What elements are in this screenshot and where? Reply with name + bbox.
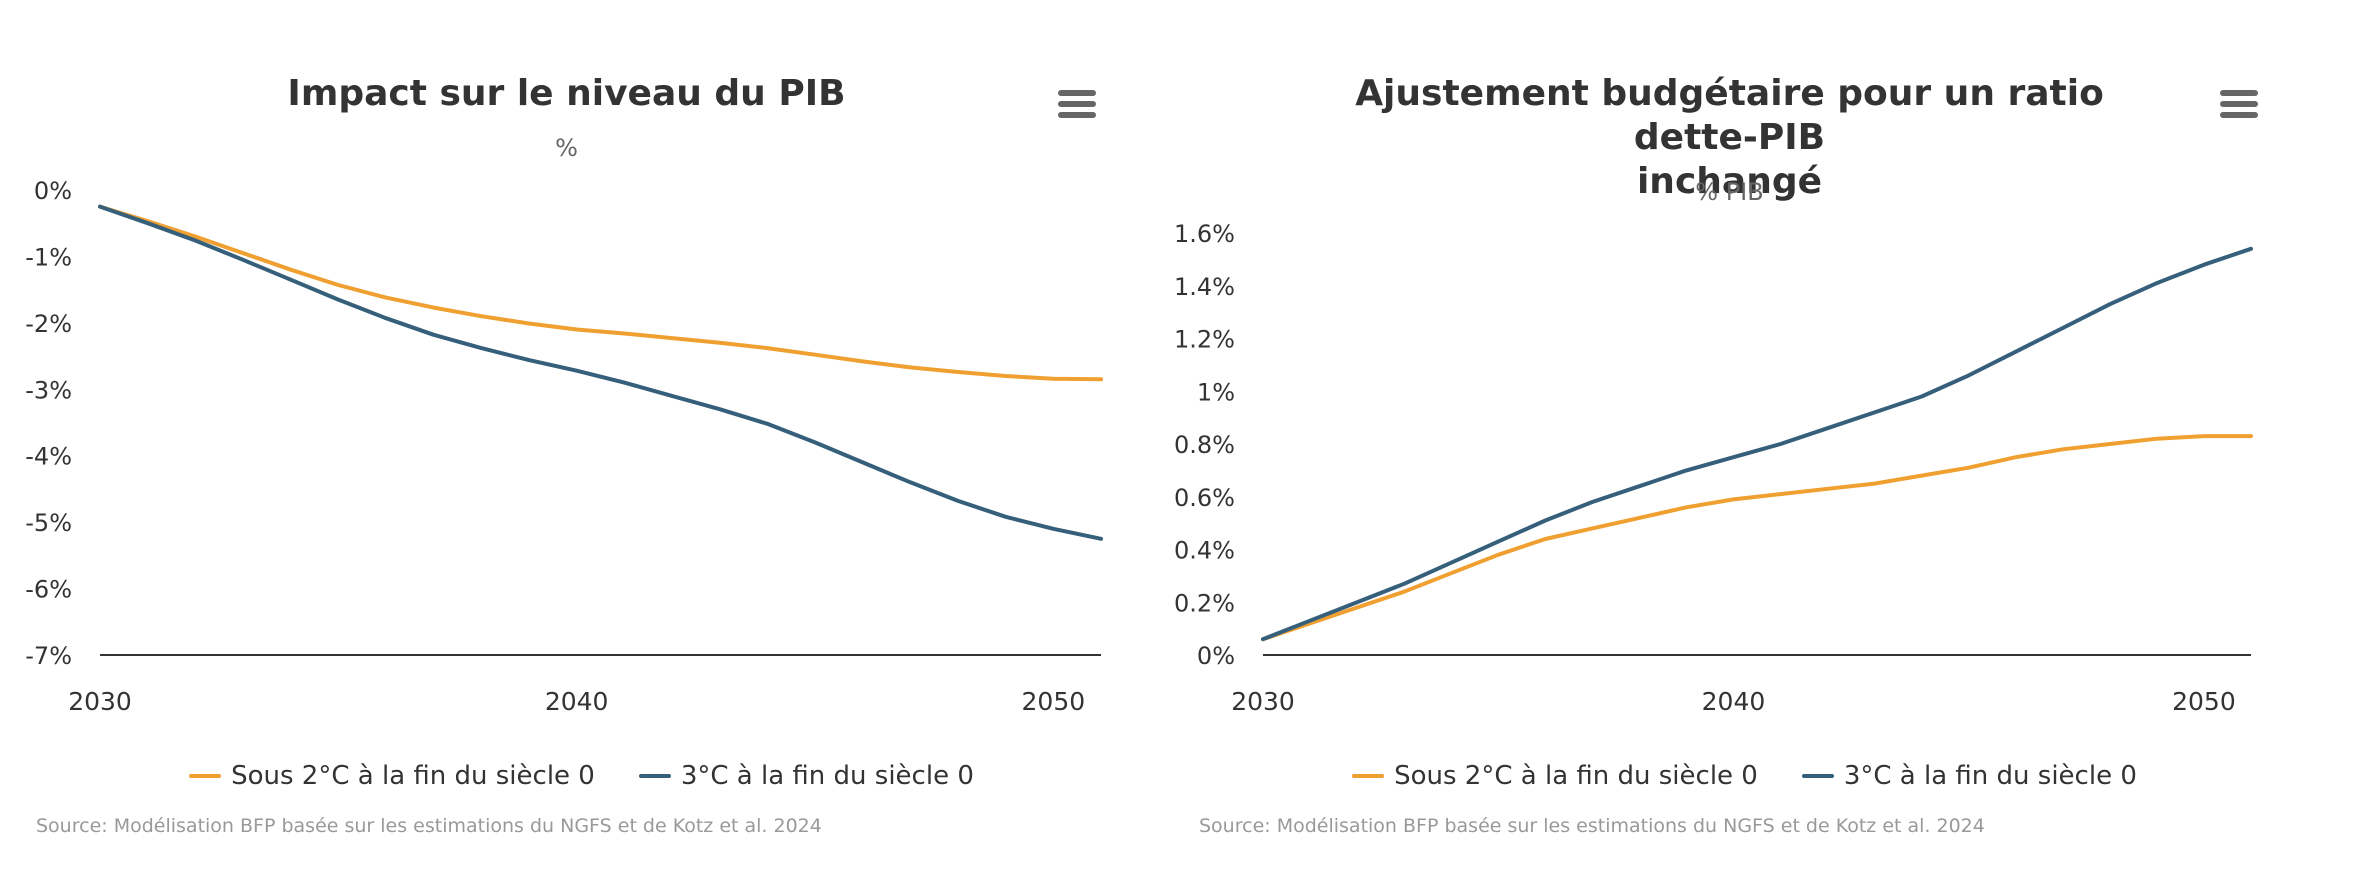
- legend-label: 3°C à la fin du siècle 0: [680, 761, 974, 791]
- y-tick-label: 0.6%: [1174, 484, 1235, 512]
- y-tick-label: 1.4%: [1174, 273, 1235, 301]
- y-tick-label: -4%: [25, 443, 72, 471]
- y-tick-label: -1%: [25, 243, 72, 271]
- chart-subtitle: %: [555, 134, 578, 162]
- legend-swatch-orange: [1352, 774, 1385, 778]
- y-tick-label: -2%: [25, 310, 72, 338]
- series-line-3c[interactable]: [1261, 246, 2253, 642]
- chart-source-note: Source: Modélisation BFP basée sur les e…: [36, 815, 822, 837]
- chart-subtitle: % PIB: [1695, 178, 1764, 206]
- chart-title-line: Impact sur le niveau du PIB: [287, 73, 846, 114]
- chart-legend: Sous 2°C à la fin du siècle 0 3°C à la f…: [0, 756, 1163, 796]
- hamburger-menu-icon: [1058, 90, 1096, 96]
- chart-title: Impact sur le niveau du PIB: [190, 72, 943, 116]
- hamburger-menu-icon: [2220, 90, 2258, 96]
- y-tick-label: 0.4%: [1174, 537, 1235, 565]
- y-tick-label: 1%: [1197, 378, 1235, 406]
- legend-swatch-blue: [638, 774, 671, 778]
- legend-swatch-blue: [1801, 774, 1834, 778]
- chart-title-line: Ajustement budgétaire pour un ratio dett…: [1355, 73, 2104, 158]
- legend-label: Sous 2°C à la fin du siècle 0: [1394, 761, 1758, 791]
- y-tick-label: 0%: [34, 177, 72, 205]
- series-line-3c[interactable]: [98, 204, 1103, 541]
- legend-item-3c[interactable]: 3°C à la fin du siècle 0: [1801, 761, 2137, 791]
- legend-item-3c[interactable]: 3°C à la fin du siècle 0: [638, 761, 974, 791]
- y-tick-label: 0%: [1197, 642, 1235, 670]
- y-tick-label: 1.2%: [1174, 326, 1235, 354]
- y-tick-label: -5%: [25, 509, 72, 537]
- legend-label: 3°C à la fin du siècle 0: [1843, 761, 2137, 791]
- chart-source-note: Source: Modélisation BFP basée sur les e…: [1199, 815, 1985, 837]
- y-tick-label: -6%: [25, 576, 72, 604]
- legend-swatch-orange: [189, 774, 222, 778]
- y-tick-label: 0.2%: [1174, 589, 1235, 617]
- x-tick-label: 2050: [1022, 687, 1086, 716]
- chart-title-line: inchangé: [1636, 161, 1823, 202]
- x-tick-label: 2030: [68, 687, 132, 716]
- x-tick-label: 2040: [1702, 687, 1766, 716]
- series-line-below-2c[interactable]: [1261, 434, 2253, 642]
- chart-menu-button[interactable]: [2220, 90, 2258, 124]
- y-tick-label: 0.8%: [1174, 431, 1235, 459]
- legend-item-below-2c[interactable]: Sous 2°C à la fin du siècle 0: [1352, 761, 1758, 791]
- chart-panel-gdp-impact: Impact sur le niveau du PIB % 0% -1% -2% -3…: [0, 0, 1163, 872]
- x-tick-label: 2030: [1231, 687, 1295, 716]
- x-tick-label: 2040: [545, 687, 609, 716]
- y-tick-label: -3%: [25, 376, 72, 404]
- series-line-below-2c[interactable]: [98, 204, 1103, 382]
- y-tick-label: -7%: [25, 642, 72, 670]
- line-chart-budget-adjustment: 0% 0.2% 0.4% 0.6% 0.8% 1% 1.2% 1.4% 1.6% 2030 2040…: [1174, 220, 2253, 716]
- legend-label: Sous 2°C à la fin du siècle 0: [231, 761, 595, 791]
- chart-title: Ajustement budgétaire pour un ratio dett…: [1353, 72, 2106, 204]
- legend-item-below-2c[interactable]: Sous 2°C à la fin du siècle 0: [189, 761, 595, 791]
- y-tick-label: 1.6%: [1174, 220, 1235, 248]
- x-tick-label: 2050: [2172, 687, 2236, 716]
- chart-panel-budget-adjustment: Ajustement budgétaire pour un ratio dett…: [1163, 0, 2326, 872]
- chart-legend: Sous 2°C à la fin du siècle 0 3°C à la f…: [1163, 756, 2326, 796]
- line-chart-gdp-impact: 0% -1% -2% -3% -4% -5% -6% -7% 2030 2040 2050: [25, 177, 1103, 716]
- chart-menu-button[interactable]: [1058, 90, 1096, 124]
